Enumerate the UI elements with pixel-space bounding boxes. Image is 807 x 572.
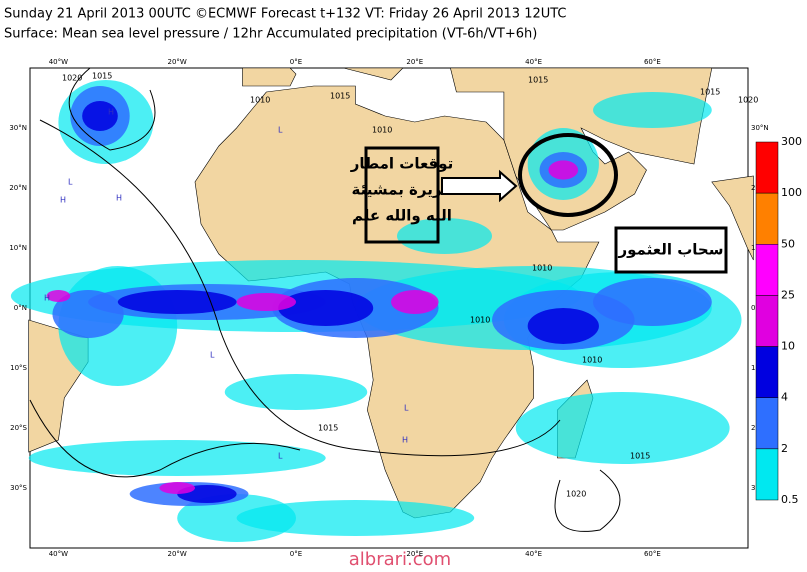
latitude-label: 0°N <box>14 304 27 312</box>
pressure-center: H <box>402 436 408 445</box>
isobar-label: 1010 <box>470 316 490 325</box>
annotation-text: غزيرة بمشيئة <box>352 181 453 199</box>
colorbar-swatch <box>755 192 779 245</box>
pressure-center: L <box>68 178 73 187</box>
precipitation-area <box>224 374 368 410</box>
land <box>711 175 754 261</box>
pressure-center: H <box>108 108 114 117</box>
colorbar-label: 300 <box>781 135 802 148</box>
annotation-box <box>614 226 728 274</box>
colorbar-swatch <box>755 397 779 450</box>
precipitation-area <box>82 101 118 131</box>
annotation-box <box>364 146 440 244</box>
header-line: Sunday 21 April 2013 00UTC ©ECMWF Foreca… <box>4 7 567 22</box>
longitude-label: 20°W <box>168 58 187 66</box>
latitude-label: 30°N <box>751 124 769 132</box>
longitude-label: 20°E <box>406 550 423 558</box>
longitude-label: 60°E <box>644 58 661 66</box>
colorbar-label: 2 <box>781 442 788 455</box>
colorbar-label: 50 <box>781 237 795 250</box>
header-line: Surface: Mean sea level pressure / 12hr … <box>4 27 537 42</box>
precipitation-area <box>278 290 374 326</box>
precipitation-area <box>515 392 730 464</box>
isobar <box>39 119 561 457</box>
colorbar-swatch <box>755 448 779 501</box>
colorbar-swatch <box>755 346 779 398</box>
annotation-text: الله والله علم <box>352 207 452 225</box>
isobar-label: 1010 <box>582 356 602 365</box>
precipitation-area <box>236 293 296 311</box>
colorbar-swatch <box>755 244 779 296</box>
precipitation-area <box>236 500 475 536</box>
longitude-label: 20°W <box>168 550 187 558</box>
colorbar-swatch <box>755 141 779 194</box>
highlight-circle <box>518 133 618 217</box>
isobar-label: 1020 <box>566 490 586 499</box>
pressure-center: L <box>210 351 215 360</box>
colorbar-label: 100 <box>781 186 802 199</box>
isobar <box>29 399 301 478</box>
isobar-label: 1020 <box>62 74 82 83</box>
latitude-label: 10°N <box>9 244 27 252</box>
pressure-center: L <box>404 404 409 413</box>
precipitation-area <box>396 218 493 254</box>
latitude-label: 10°S <box>10 364 27 372</box>
precipitation-area <box>52 290 124 338</box>
longitude-label: 40°W <box>49 550 68 558</box>
pressure-center: H <box>60 196 66 205</box>
pressure-center: H <box>116 194 122 203</box>
isobar-label: 1010 <box>372 126 392 135</box>
precipitation-area <box>117 290 237 314</box>
isobar-label: 1010 <box>250 96 270 105</box>
precipitation-area <box>527 308 599 344</box>
longitude-label: 40°E <box>525 58 542 66</box>
precipitation-area <box>46 290 71 302</box>
isobar-label: 1015 <box>330 92 350 101</box>
pressure-center: L <box>278 126 283 135</box>
isobar <box>554 469 621 532</box>
land <box>242 67 297 87</box>
precipitation-area <box>391 290 439 314</box>
isobar-label: 1010 <box>532 264 552 273</box>
precipitation-area <box>159 482 196 494</box>
colorbar-label: 4 <box>781 391 788 404</box>
isobar-label: 1015 <box>92 72 112 81</box>
precipitation-area <box>593 278 712 326</box>
isobar-label: 1015 <box>318 424 338 433</box>
isobar-label: 1015 <box>630 452 650 461</box>
arrow <box>441 169 518 203</box>
precipitation-area <box>28 440 326 476</box>
longitude-label: 0°E <box>290 58 302 66</box>
longitude-label: 40°E <box>525 550 542 558</box>
isobar-label: 1020 <box>738 96 758 105</box>
longitude-label: 0°E <box>290 550 302 558</box>
colorbar-label: 10 <box>781 340 795 353</box>
watermark: albrari.com <box>349 549 451 568</box>
precipitation-area <box>548 160 579 180</box>
colorbar-swatch <box>755 295 779 347</box>
latitude-label: 20°N <box>9 184 27 192</box>
pressure-center: L <box>278 452 283 461</box>
precipitation-area <box>177 494 296 542</box>
longitude-label: 40°W <box>49 58 68 66</box>
isobar-label: 1015 <box>700 88 720 97</box>
pressure-center: H <box>44 294 50 303</box>
annotation-text: توقعات امطار <box>350 155 454 173</box>
longitude-label: 20°E <box>406 58 423 66</box>
longitude-label: 60°E <box>644 550 661 558</box>
latitude-label: 30°S <box>10 484 27 492</box>
annotation-text: سحاب العثمور <box>618 241 724 259</box>
isobar-label: 1015 <box>528 76 548 85</box>
latitude-label: 30°N <box>9 124 27 132</box>
land <box>343 67 404 81</box>
colorbar-label: 0.5 <box>781 493 799 506</box>
latitude-label: 20°S <box>10 424 27 432</box>
precipitation-area <box>593 92 712 128</box>
colorbar-label: 25 <box>781 288 795 301</box>
isobar <box>68 67 156 151</box>
